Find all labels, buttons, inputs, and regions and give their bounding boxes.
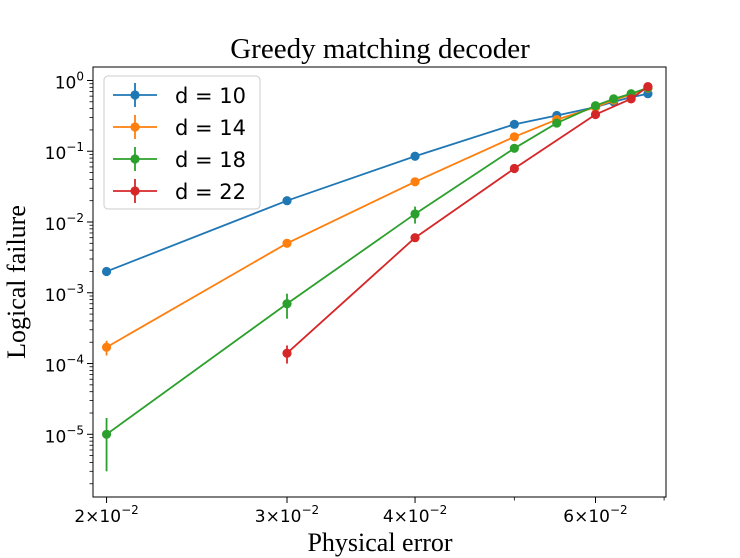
tick-base: 10: [99, 507, 121, 527]
tick-base: 10: [280, 507, 302, 527]
legend-item: d = 10: [113, 83, 246, 108]
tick-exponent: 0: [76, 69, 84, 83]
data-point: [590, 109, 601, 120]
series-group: [101, 81, 653, 472]
legend-box: [103, 75, 261, 210]
data-point: [410, 177, 420, 187]
tick-times: ×: [574, 507, 588, 527]
tick-mantissa: 3: [255, 507, 266, 527]
legend-marker: [130, 186, 140, 196]
data-point: [410, 209, 420, 219]
data-point: [410, 151, 420, 161]
legend-marker: [130, 90, 140, 100]
tick-base: 10: [45, 144, 67, 164]
tick-exponent: −2: [66, 211, 84, 225]
legend-item: d = 14: [113, 115, 246, 140]
data-point: [509, 119, 519, 129]
legend-label: d = 10: [175, 84, 246, 108]
tick-exponent: −5: [66, 423, 84, 437]
tick-base: 10: [55, 73, 77, 93]
x-tick-label: 6×10−2: [563, 503, 627, 527]
x-tick-label: 2×10−2: [74, 503, 138, 527]
tick-times: ×: [266, 507, 280, 527]
data-point: [101, 342, 112, 352]
data-point: [643, 81, 653, 92]
y-tick-label: 10−1: [45, 140, 84, 164]
tick-mantissa: 2: [74, 507, 85, 527]
data-point: [509, 132, 519, 142]
data-point: [552, 118, 562, 128]
data-point: [509, 143, 519, 153]
tick-base: 10: [45, 357, 67, 377]
y-tick-label: 10−5: [45, 423, 84, 447]
tick-base: 10: [45, 286, 67, 306]
axes-frame: [92, 66, 667, 498]
legend-item: d = 22: [113, 179, 246, 204]
tick-times: ×: [394, 507, 408, 527]
y-tick-label: 100: [55, 69, 84, 93]
legend: d = 10 d = 14 d = 18 d = 22: [103, 75, 261, 210]
legend-label: d = 18: [175, 148, 246, 172]
y-tick-label: 10−3: [45, 282, 84, 306]
y-tick-label: 10−4: [45, 353, 84, 377]
legend-label: d = 22: [175, 180, 246, 204]
tick-exponent: −2: [430, 503, 448, 517]
tick-base: 10: [45, 427, 67, 447]
tick-mantissa: 6: [563, 507, 574, 527]
tick-exponent: −3: [66, 282, 84, 296]
data-point: [626, 94, 636, 104]
legend-item: d = 18: [113, 147, 246, 172]
tick-base: 10: [408, 507, 430, 527]
x-tick-label: 4×10−2: [383, 503, 447, 527]
y-tick-label: 10−2: [45, 211, 84, 235]
series-d-22: [282, 81, 653, 364]
tick-mantissa: 4: [383, 507, 394, 527]
data-point: [282, 196, 292, 206]
data-point: [509, 163, 519, 174]
legend-label: d = 14: [175, 116, 246, 140]
tick-exponent: −2: [610, 503, 628, 517]
x-axis-label: Physical error: [307, 528, 452, 557]
data-point: [282, 299, 292, 309]
tick-exponent: −2: [121, 503, 139, 517]
chart-title: Greedy matching decoder: [230, 33, 530, 65]
data-point: [282, 348, 292, 358]
tick-base: 10: [588, 507, 610, 527]
data-point: [410, 233, 420, 243]
y-axis-label: Logical failure: [2, 205, 31, 359]
legend-marker: [130, 122, 140, 132]
data-point: [101, 429, 112, 439]
minor-ticks: [89, 83, 665, 501]
legend-marker: [130, 154, 140, 164]
data-point: [590, 101, 601, 111]
tick-exponent: −4: [66, 353, 84, 367]
tick-exponent: −2: [302, 503, 320, 517]
tick-times: ×: [85, 507, 99, 527]
tick-base: 10: [45, 215, 67, 235]
tick-exponent: −1: [66, 140, 84, 154]
data-point: [609, 94, 619, 104]
data-point: [101, 266, 112, 277]
x-tick-label: 3×10−2: [255, 503, 319, 527]
data-point: [282, 238, 292, 248]
